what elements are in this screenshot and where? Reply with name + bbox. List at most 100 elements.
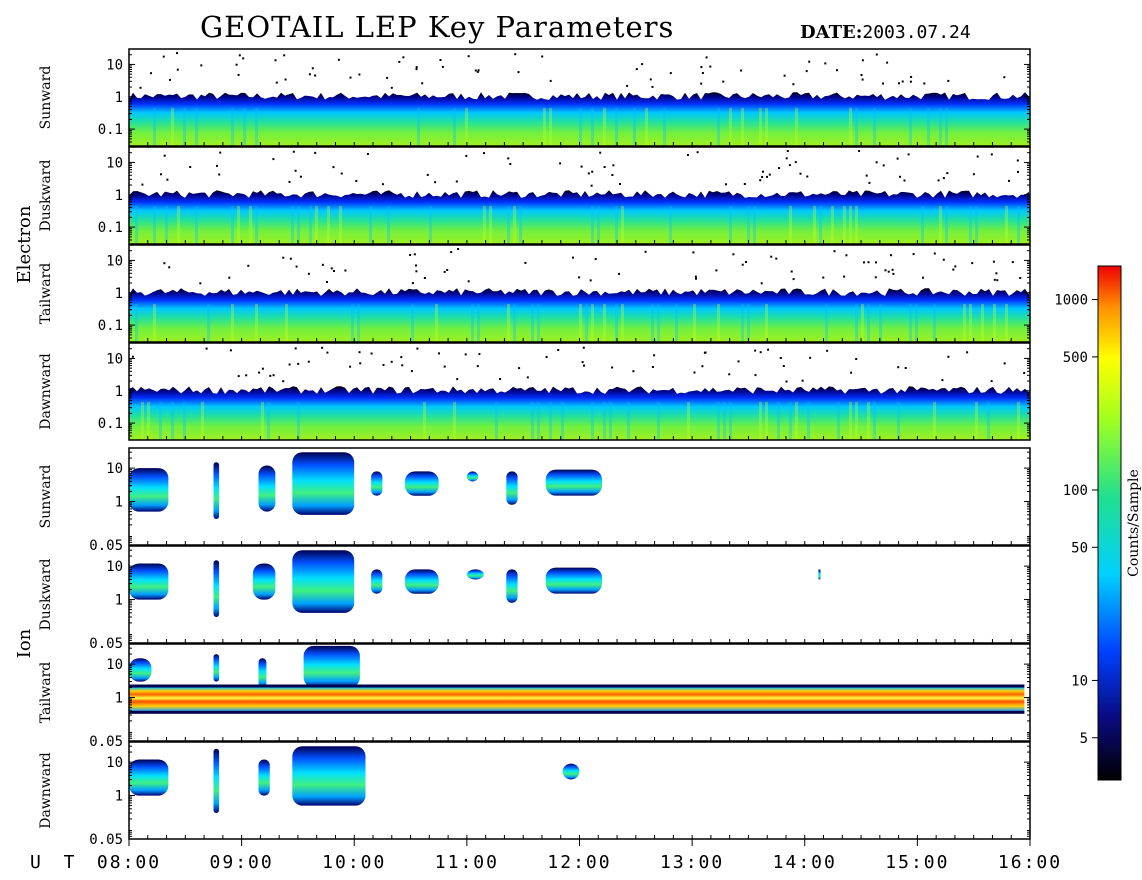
flux-stripe xyxy=(579,303,582,342)
noise-dot xyxy=(415,68,418,71)
noise-dot xyxy=(799,172,802,175)
ion-flux-blob xyxy=(258,759,270,796)
noise-dot xyxy=(741,263,744,266)
ion-flux-blob xyxy=(213,560,220,617)
noise-dot xyxy=(701,72,704,74)
y-tick-label: 0.05 xyxy=(89,832,123,848)
noise-dot xyxy=(467,280,470,283)
x-tick-label: 08:00 xyxy=(97,852,161,873)
noise-dot xyxy=(651,366,654,368)
noise-dot xyxy=(509,163,512,165)
noise-dot xyxy=(937,179,940,182)
noise-dot xyxy=(954,265,957,268)
noise-dot xyxy=(218,173,221,176)
colorbar-tick-label: 500 xyxy=(1063,350,1088,366)
y-tick-label: 1 xyxy=(115,593,123,609)
noise-dot xyxy=(443,365,446,368)
noise-dot xyxy=(754,374,757,377)
noise-dot xyxy=(868,181,871,184)
noise-dot xyxy=(922,276,924,279)
noise-dot xyxy=(283,54,286,57)
ion-flux-blob xyxy=(292,452,355,515)
noise-dot xyxy=(947,79,950,82)
noise-dot xyxy=(237,375,240,378)
noise-dot xyxy=(507,157,510,160)
colorbar-gradient xyxy=(1097,265,1122,781)
flux-stripe xyxy=(207,303,210,342)
noise-dot xyxy=(330,267,333,270)
flux-stripe xyxy=(585,303,588,342)
noise-dot xyxy=(850,371,853,374)
flux-stripe xyxy=(1017,401,1020,440)
flux-stripe xyxy=(267,401,270,440)
flux-stripe xyxy=(537,401,540,440)
noise-dot xyxy=(792,83,795,86)
noise-dot xyxy=(176,52,178,55)
flux-stripe xyxy=(153,205,156,244)
noise-dot xyxy=(801,379,804,382)
flux-stripe xyxy=(855,401,858,440)
x-tick-label: 13:00 xyxy=(660,852,724,873)
noise-dot xyxy=(478,353,481,356)
noise-dot xyxy=(321,263,324,266)
noise-dot xyxy=(169,78,171,81)
noise-dot xyxy=(421,82,424,85)
noise-dot xyxy=(884,269,887,272)
noise-dot xyxy=(845,254,848,257)
ion-flux-blob xyxy=(213,748,220,813)
noise-dot xyxy=(366,153,369,155)
ion-flux-blob xyxy=(371,471,383,496)
flux-stripe xyxy=(549,107,552,146)
flux-stripe xyxy=(423,401,426,440)
noise-dot xyxy=(141,183,144,186)
noise-dot xyxy=(694,275,697,278)
x-tick-label: 10:00 xyxy=(322,852,386,873)
noise-dot xyxy=(875,53,878,56)
flux-stripe xyxy=(759,401,762,440)
ion-flux-blob xyxy=(258,658,267,688)
noise-dot xyxy=(415,270,418,273)
y-tick-label: 10 xyxy=(106,155,123,171)
x-tick-label: 14:00 xyxy=(773,852,837,873)
noise-dot xyxy=(235,63,238,66)
noise-dot xyxy=(238,54,241,57)
noise-dot xyxy=(692,251,695,254)
noise-dot xyxy=(808,60,811,63)
flux-stripe xyxy=(831,205,834,244)
noise-dot xyxy=(766,175,768,178)
flux-stripe xyxy=(921,205,924,244)
flux-stripe xyxy=(657,401,660,440)
noise-dot xyxy=(995,272,998,275)
flux-stripe xyxy=(153,303,156,342)
flux-stripe xyxy=(933,401,936,440)
noise-dot xyxy=(901,80,904,83)
noise-dot xyxy=(644,250,647,253)
noise-dot xyxy=(858,150,861,152)
chart-title: GEOTAIL LEP Key Parameters xyxy=(200,10,675,44)
y-tick-label: 1 xyxy=(115,286,123,302)
noise-dot xyxy=(446,269,449,271)
noise-dot xyxy=(759,179,762,182)
flux-stripe xyxy=(759,107,762,146)
noise-dot xyxy=(779,357,782,359)
noise-dot xyxy=(587,172,590,175)
flux-stripe xyxy=(765,107,768,146)
noise-dot xyxy=(882,164,885,167)
noise-dot xyxy=(314,74,317,77)
noise-dot xyxy=(907,153,910,156)
flux-stripe xyxy=(543,107,546,146)
panels-layer: Electron 10 1 0.1 Sunward 10 1 0.1 Duskward 10 1 0.… xyxy=(14,48,1031,848)
flux-stripe xyxy=(285,303,288,342)
flux-stripe xyxy=(183,107,186,146)
noise-dot xyxy=(282,256,285,259)
flux-stripe xyxy=(939,107,942,146)
noise-dot xyxy=(216,164,218,167)
colorbar-tick-label: 50 xyxy=(1071,540,1088,556)
noise-dot xyxy=(438,352,440,355)
noise-dot xyxy=(200,64,203,67)
flux-stripe xyxy=(603,107,606,146)
flux-stripe xyxy=(195,205,198,244)
panel-ion-sunward: 10 1 0.05 Sunward xyxy=(38,447,1031,554)
ion-flux-blob xyxy=(506,569,518,603)
flux-stripe xyxy=(249,205,252,244)
